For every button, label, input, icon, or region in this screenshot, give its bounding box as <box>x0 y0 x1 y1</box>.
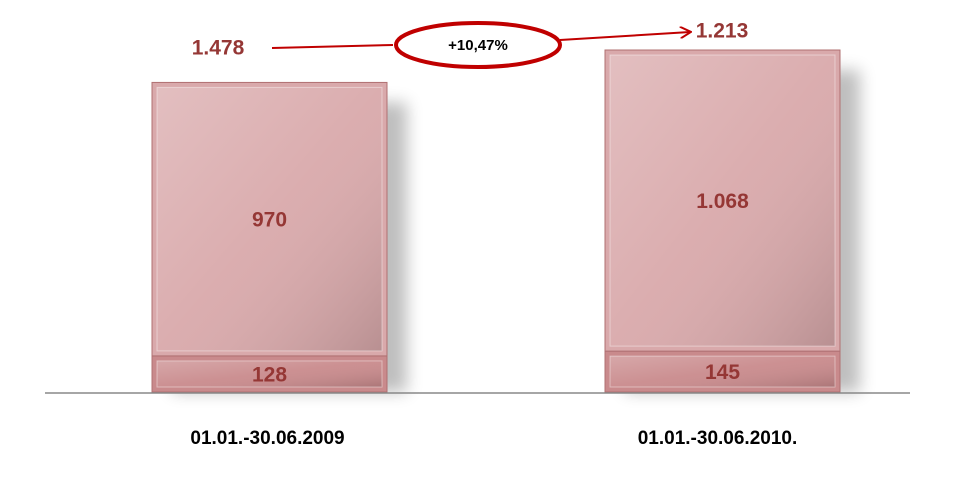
arrow-line <box>271 44 394 49</box>
total-label: 1.213 <box>696 20 749 43</box>
value-label: 970 <box>252 209 287 232</box>
arrow-line <box>559 32 690 41</box>
bar-bevel <box>609 355 836 388</box>
x-tick-label: 01.01.-30.06.2009 <box>190 428 344 449</box>
total-label: 1.478 <box>192 37 245 60</box>
bar-bevel <box>609 54 836 347</box>
change-ellipse <box>394 21 562 69</box>
bars <box>151 49 841 393</box>
bar-bevel <box>156 360 383 388</box>
bar-bevel <box>156 86 383 352</box>
x-tick-label: 01.01.-30.06.2010. <box>638 428 798 449</box>
value-label: 128 <box>252 364 287 387</box>
change-label: +10,47% <box>448 37 508 54</box>
value-label: 1.068 <box>696 190 749 213</box>
value-label: 145 <box>705 361 740 384</box>
